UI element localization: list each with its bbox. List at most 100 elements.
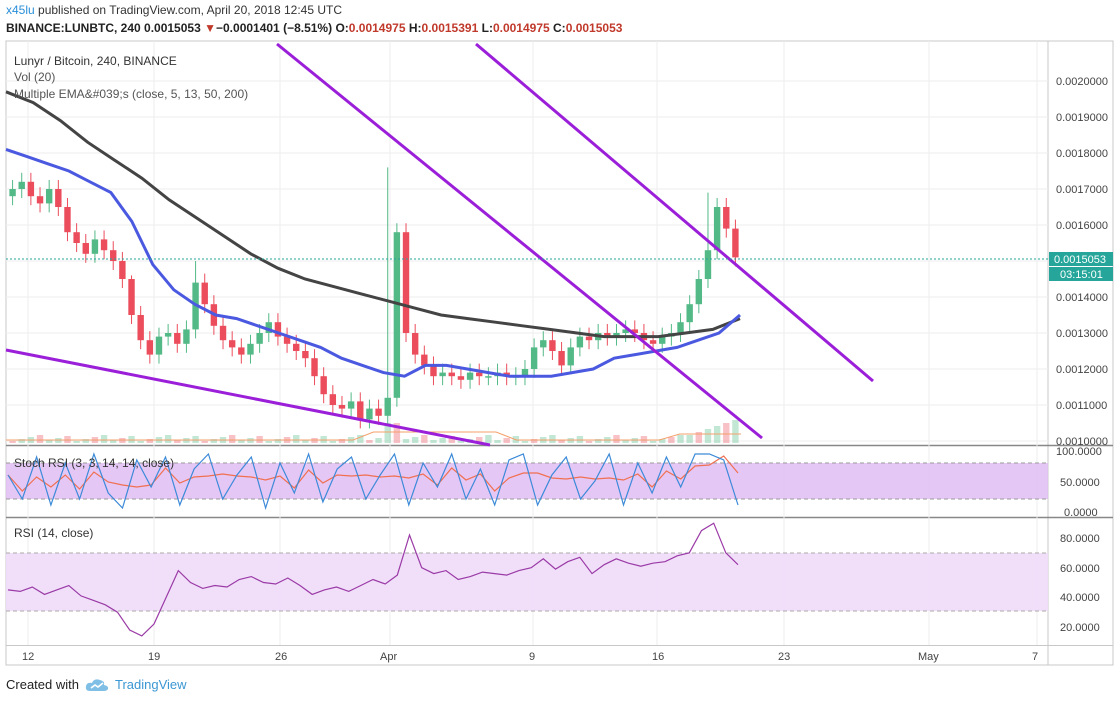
ema-legend: Multiple EMA&#039;s (close, 5, 13, 50, 2… (14, 87, 248, 101)
candle-body (677, 322, 684, 333)
volume-bar (723, 423, 730, 443)
price-tick: 0.0014000 (1056, 292, 1108, 304)
volume-bar (704, 429, 712, 443)
price-axis: 0.0020000 0.0019000 0.0018000 0.0017000 … (1056, 76, 1108, 448)
ema200-line (5, 90, 741, 339)
rsi-axis: 80.0000 60.0000 40.0000 20.0000 (1060, 533, 1100, 634)
volume-bar (100, 435, 108, 443)
tradingview-cloud-icon (85, 678, 109, 691)
candle-body (713, 207, 721, 251)
candle-body (183, 329, 190, 344)
candle-body (448, 372, 455, 377)
published-text: published on TradingView.com, April 20, … (38, 3, 342, 17)
candle-body (704, 250, 712, 279)
candle-body (155, 336, 163, 355)
candle-body (283, 336, 291, 344)
volume-bar (210, 439, 218, 443)
footer: Created with TradingView (6, 677, 187, 692)
symbol-line: BINANCE:LUNBTC, 240 0.0015053 ▼−0.000140… (6, 21, 622, 35)
candle-body (91, 239, 99, 254)
candle-body (375, 408, 382, 416)
candle-body (613, 333, 620, 337)
volume-bar (695, 432, 703, 443)
volume-bar (384, 423, 391, 443)
time-tick: 7 (1032, 651, 1038, 663)
volume-bar (36, 435, 44, 443)
volume-bar (82, 439, 89, 443)
open-label: O: (335, 21, 349, 35)
close-value: 0.0015053 (565, 21, 623, 35)
volume-bar (146, 439, 154, 443)
candle-body (659, 336, 666, 344)
volume-bar (110, 440, 117, 443)
candle-body (576, 336, 584, 348)
candle-body (274, 322, 282, 337)
trendline-middle (276, 42, 763, 440)
candle-body (439, 372, 446, 377)
change-down-icon: ▼ (204, 21, 216, 35)
candle-body (302, 351, 309, 359)
price-tick: 0.0018000 (1056, 148, 1108, 160)
candle-body (411, 333, 419, 355)
price-tick: 0.0010000 (1056, 436, 1108, 448)
candle-body (338, 405, 346, 409)
candlesticks (9, 167, 739, 429)
high-label: H: (408, 21, 422, 35)
volume-bar (402, 439, 410, 443)
candle-body (110, 250, 117, 261)
volume-bar (448, 436, 455, 443)
close-label: C: (553, 21, 566, 35)
candle-body (82, 243, 89, 254)
trendline-lower (5, 348, 491, 447)
ema50-line (5, 147, 741, 378)
candle-body (119, 261, 126, 279)
author-link[interactable]: x45lu (6, 3, 35, 17)
tradingview-link[interactable]: TradingView (114, 677, 187, 692)
candle-body (293, 343, 300, 351)
volume-bar (686, 435, 693, 443)
high-value: 0.0015391 (421, 21, 479, 35)
time-tick: 9 (529, 651, 535, 663)
volume-bar (228, 435, 236, 443)
volume-bar (201, 441, 208, 443)
time-tick: 12 (22, 651, 34, 663)
candle-body (567, 347, 574, 366)
candle-body (723, 207, 730, 229)
stoch-tick: 0.0000 (1064, 507, 1098, 519)
price-tick: 0.0016000 (1056, 220, 1108, 232)
candle-body (485, 376, 492, 378)
volume-bar (659, 439, 666, 443)
candle-body (100, 239, 108, 251)
price-tick: 0.0020000 (1056, 76, 1108, 88)
volume-bar (549, 435, 556, 443)
time-tick: May (918, 651, 939, 663)
candle-body (649, 340, 657, 344)
stoch-tick: 50.0000 (1060, 477, 1100, 489)
candle-body (18, 181, 25, 189)
candle-body (631, 329, 638, 333)
volume-bar (366, 440, 373, 443)
volume-bar (293, 435, 300, 443)
candle-body (558, 351, 565, 366)
rsi-tick: 80.0000 (1060, 533, 1100, 545)
volume-bar (357, 435, 364, 443)
rsi-tick: 40.0000 (1060, 592, 1100, 604)
candle-body (238, 347, 245, 355)
rsi-tick: 20.0000 (1060, 622, 1100, 634)
candle-body (329, 394, 337, 405)
candle-body (73, 232, 80, 243)
candle-body (421, 354, 428, 366)
candle-body (36, 196, 44, 204)
time-tick: 26 (275, 651, 287, 663)
volume-bar (174, 440, 181, 443)
volume-bar (137, 441, 144, 443)
price-tick: 0.0017000 (1056, 184, 1108, 196)
stoch-k-line (7, 452, 739, 511)
chart-border (5, 40, 1114, 666)
volume-bar (265, 441, 272, 443)
volume-bar (613, 435, 620, 443)
stoch-axis: 100.0000 50.0000 0.0000 (1056, 446, 1102, 519)
price-badge-text: 0.0015053 (1054, 254, 1106, 266)
candle-body (457, 376, 465, 380)
